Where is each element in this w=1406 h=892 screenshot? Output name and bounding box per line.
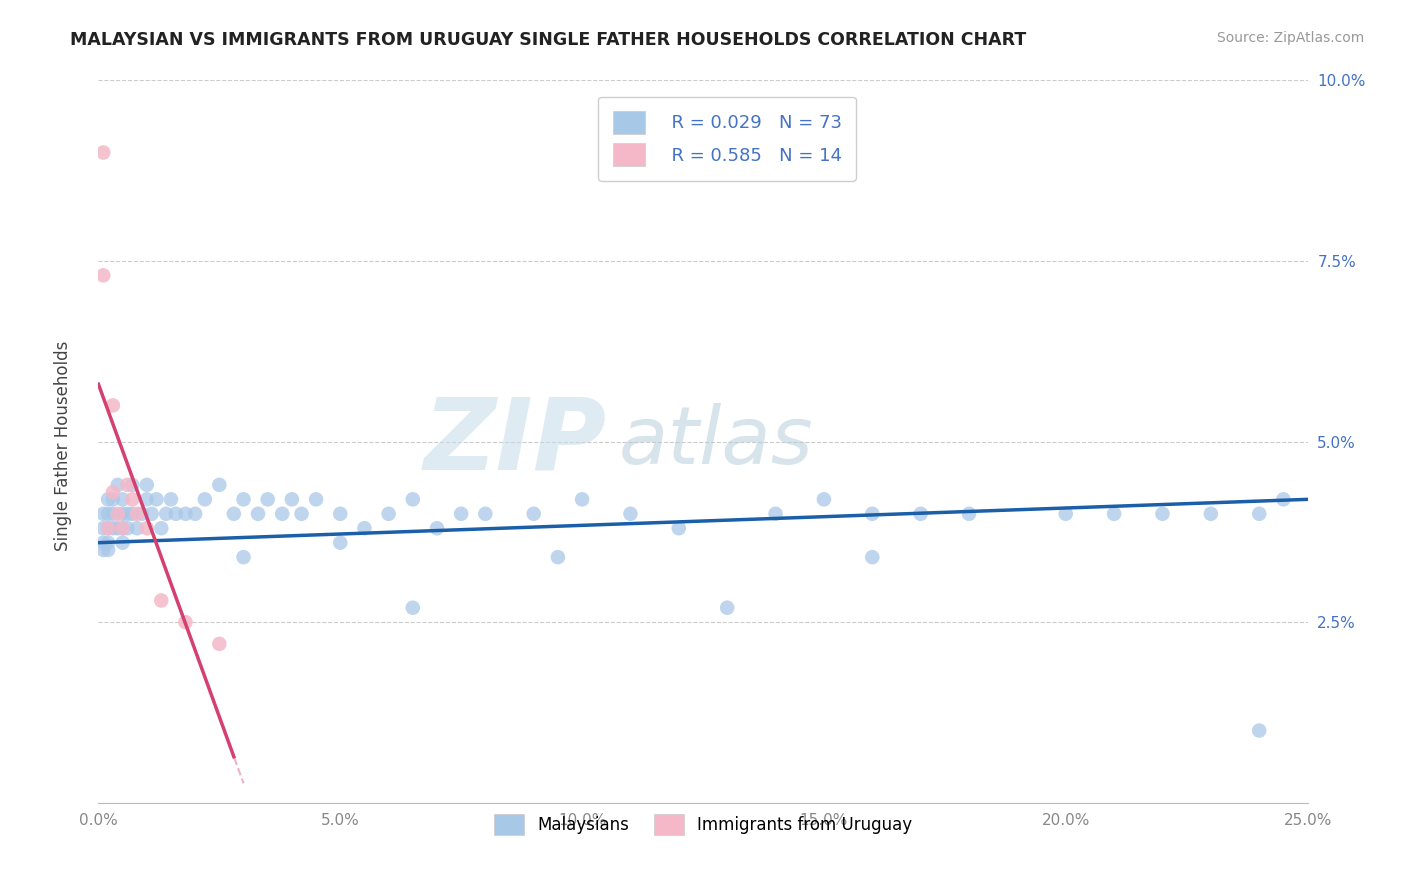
Point [135,478,157,492]
Point [571,492,593,507]
Point [91,268,114,283]
Point [97,535,120,549]
Point [117,478,139,492]
Point [1199,507,1222,521]
Point [668,521,690,535]
Point [957,507,980,521]
Point [1152,507,1174,521]
Point [353,521,375,535]
Point [101,507,124,521]
Point [1249,723,1271,738]
Point [91,542,114,557]
Point [174,507,197,521]
Point [256,492,278,507]
Point [131,507,153,521]
Point [194,492,217,507]
Point [101,521,124,535]
Point [121,478,143,492]
Point [1272,492,1295,507]
Point [765,507,787,521]
Point [450,507,472,521]
Point [329,535,352,549]
Point [1249,507,1271,521]
Text: Single Father Households: Single Father Households [55,341,72,551]
Point [329,507,352,521]
Point [101,398,124,412]
Point [127,507,149,521]
Point [107,507,129,521]
Point [305,492,328,507]
Point [121,507,143,521]
Point [860,507,883,521]
Point [910,507,932,521]
Point [184,507,207,521]
Point [402,600,425,615]
Point [377,507,399,521]
Point [111,521,134,535]
Point [208,478,231,492]
Point [1102,507,1125,521]
Point [111,492,134,507]
Point [141,507,163,521]
Text: Source: ZipAtlas.com: Source: ZipAtlas.com [1216,31,1364,45]
Point [111,521,134,535]
Point [222,507,245,521]
Point [101,485,124,500]
Point [281,492,304,507]
Point [91,521,114,535]
Point [232,492,254,507]
Text: atlas: atlas [619,402,813,481]
Point [271,507,294,521]
Point [117,507,139,521]
Point [111,507,134,521]
Text: MALAYSIAN VS IMMIGRANTS FROM URUGUAY SINGLE FATHER HOUSEHOLDS CORRELATION CHART: MALAYSIAN VS IMMIGRANTS FROM URUGUAY SIN… [70,31,1026,49]
Point [523,507,546,521]
Point [91,507,114,521]
Point [1054,507,1077,521]
Point [127,521,149,535]
Point [91,535,114,549]
Point [117,521,139,535]
Point [619,507,641,521]
Point [107,478,129,492]
Point [716,600,738,615]
Legend: Malaysians, Immigrants from Uruguay: Malaysians, Immigrants from Uruguay [481,801,925,848]
Point [101,492,124,507]
Point [91,145,114,160]
Point [860,550,883,565]
Point [402,492,425,507]
Point [97,492,120,507]
Point [135,521,157,535]
Point [474,507,496,521]
Point [150,593,173,607]
Point [165,507,187,521]
Point [547,550,569,565]
Point [160,492,183,507]
Point [97,521,120,535]
Point [121,492,143,507]
Point [150,521,173,535]
Text: ZIP: ZIP [423,393,606,490]
Point [232,550,254,565]
Point [208,637,231,651]
Point [290,507,312,521]
Point [97,507,120,521]
Point [426,521,449,535]
Point [135,492,157,507]
Point [247,507,270,521]
Point [813,492,835,507]
Point [111,535,134,549]
Point [97,542,120,557]
Point [107,521,129,535]
Point [97,521,120,535]
Point [145,492,167,507]
Point [174,615,197,630]
Point [155,507,177,521]
